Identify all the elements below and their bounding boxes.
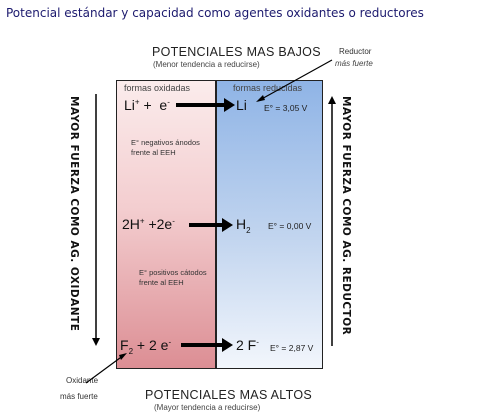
potential-f: E° = 2,87 V xyxy=(270,343,314,353)
potential-h2: E° = 0,00 V xyxy=(268,221,312,231)
reductor-sublabel: más fuerte xyxy=(335,59,373,68)
reduced-column-label: formas reducidas xyxy=(233,83,303,93)
left-vertical-label: MAYOR FUERZA COMO AG. OXIDANTE xyxy=(68,96,80,332)
reduced-species-li: Li xyxy=(236,97,247,113)
reaction-arrow-li xyxy=(176,98,235,112)
oxidized-column-label: formas oxidadas xyxy=(124,83,191,93)
bottom-header: POTENCIALES MAS ALTOS xyxy=(145,388,312,402)
reductor-pointer-arrow xyxy=(256,59,333,102)
left-down-arrow xyxy=(92,94,100,346)
oxidante-label: Oxidante xyxy=(66,376,99,385)
right-vertical-label: MAYOR FUERZA COMO AG. REDUCTOR xyxy=(340,96,352,336)
oxidized-species-h: 2H+ +2e- xyxy=(122,216,175,232)
top-subheader: (Menor tendencia a reducirse) xyxy=(153,60,260,69)
potential-li: E° = 3,05 V xyxy=(264,103,308,113)
reaction-arrow-h xyxy=(189,218,233,232)
reduced-forms-column xyxy=(216,80,323,369)
reduced-species-h2: H2 xyxy=(236,216,251,235)
reaction-arrow-f xyxy=(181,338,233,352)
oxidante-sublabel: más fuerte xyxy=(60,392,98,401)
reduced-species-f: 2 F- xyxy=(236,337,259,353)
oxidante-pointer-arrow xyxy=(85,353,127,384)
oxidized-species-li: Li+ + e- xyxy=(124,97,170,113)
top-header: POTENCIALES MAS BAJOS xyxy=(152,45,321,59)
page-title: Potencial estándar y capacidad como agen… xyxy=(6,6,424,20)
reductor-label: Reductor xyxy=(339,47,372,56)
oxidized-species-f2: F2 + 2 e- xyxy=(120,337,172,356)
bottom-subheader: (Mayor tendencia a reducirse) xyxy=(154,403,261,412)
note-positive-potentials: E° positivos cátodos frente al EEH xyxy=(139,268,207,287)
right-up-arrow xyxy=(328,96,336,346)
note-negative-potentials: E° negativos ánodos frente al EEH xyxy=(131,138,200,157)
